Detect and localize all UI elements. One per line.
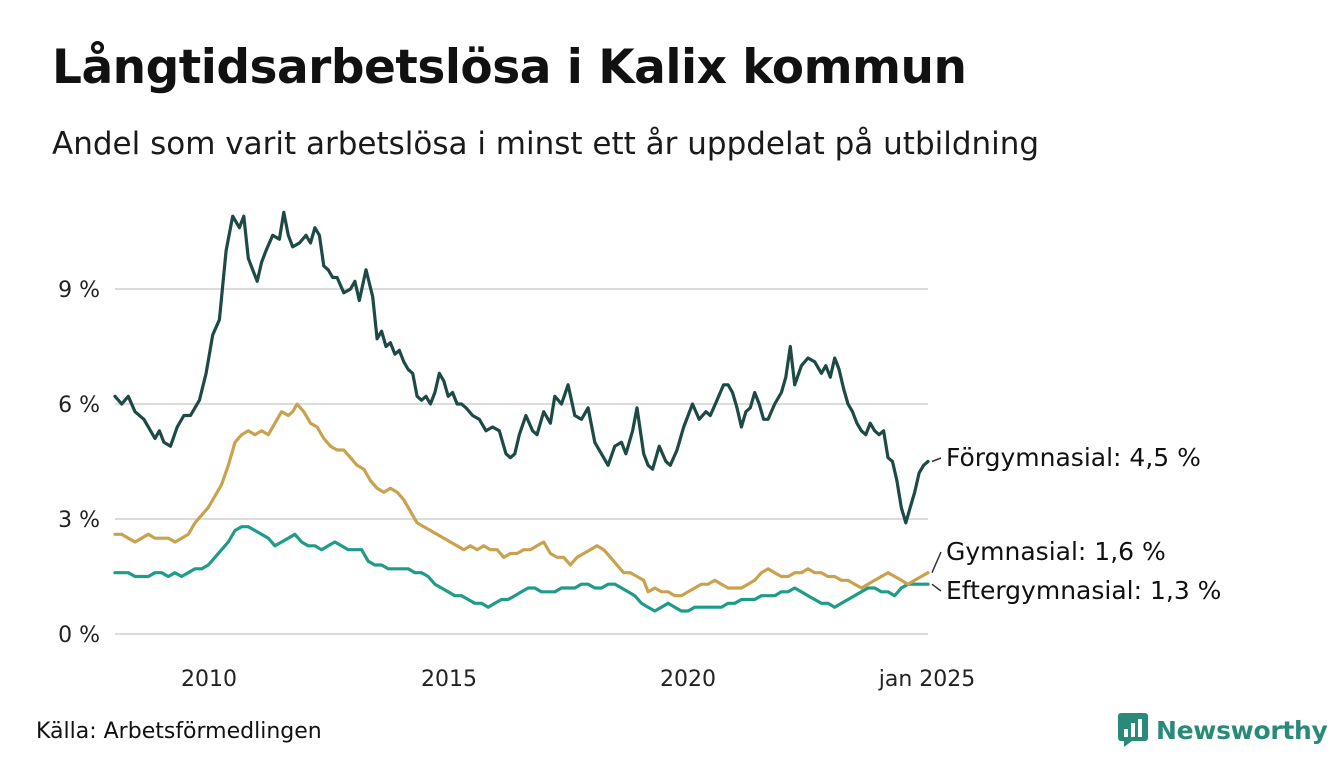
x-axis-ticks: 2010 2015 2020 jan 2025: [181, 667, 975, 692]
y-tick-label: 0 %: [58, 623, 100, 648]
chart-subtitle: Andel som varit arbetslösa i minst ett å…: [52, 126, 1040, 162]
label-connector: [931, 457, 942, 463]
source-note: Källa: Arbetsförmedlingen: [36, 719, 322, 744]
newsworthy-logo-icon: [1118, 713, 1148, 747]
x-tick-label: jan 2025: [878, 667, 976, 692]
y-tick-label: 3 %: [58, 508, 100, 533]
series-line-gymnasial: [113, 402, 930, 598]
y-tick-label: 9 %: [58, 278, 100, 303]
chart-title: Långtidsarbetslösa i Kalix kommun: [52, 40, 967, 95]
x-tick-label: 2015: [421, 667, 477, 692]
x-tick-label: 2020: [660, 667, 716, 692]
brand-name: Newsworthy: [1156, 715, 1328, 745]
series-line-eftergymnasial: [113, 525, 930, 613]
series-end-labels: Förgymnasial: 4,5 % Gymnasial: 1,6 % Efter…: [931, 443, 1221, 605]
series-label-eftergymnasial: Eftergymnasial: 1,3 %: [946, 576, 1221, 605]
series-label-förgymnasial: Förgymnasial: 4,5 %: [946, 443, 1201, 472]
brand-logo: Newsworthy: [1118, 713, 1328, 747]
series-lines: [113, 210, 930, 613]
label-connector: [931, 551, 942, 573]
series-line-förgymnasial: [113, 210, 930, 525]
label-connector: [931, 583, 942, 592]
y-tick-label: 6 %: [58, 393, 100, 418]
x-tick-label: 2010: [181, 667, 237, 692]
gridlines: [115, 288, 928, 635]
series-label-gymnasial: Gymnasial: 1,6 %: [946, 537, 1166, 566]
y-axis-ticks: 0 % 3 % 6 % 9 %: [58, 278, 100, 648]
